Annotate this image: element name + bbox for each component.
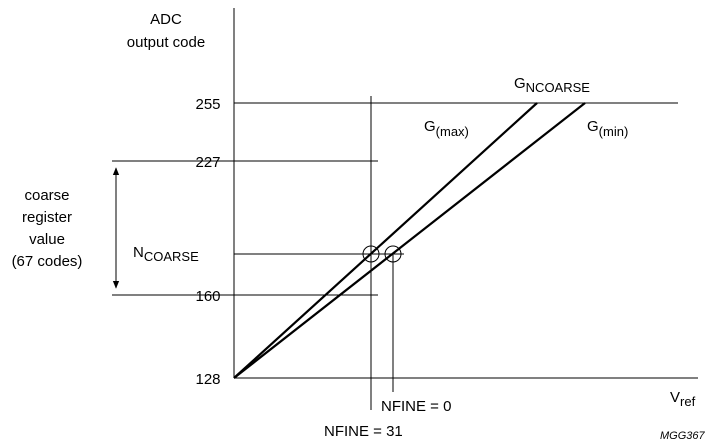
g-min-label: G(min)	[587, 118, 628, 139]
y-axis-title-line2: output code	[127, 34, 205, 51]
coarse-register-line1: coarse	[24, 187, 69, 204]
coarse-register-line2: register	[22, 209, 72, 226]
intersection-nfine-31	[362, 245, 380, 263]
coarse-register-line3: value	[29, 231, 65, 248]
n-coarse-label: NCOARSE	[133, 244, 199, 264]
nfine-31-label: NFINE = 31	[324, 423, 403, 440]
tick-255: 255	[195, 96, 220, 113]
intersection-nfine-0	[384, 245, 402, 263]
g-max-line	[233, 102, 538, 379]
figure-code: MGG367	[660, 430, 706, 442]
y-axis-title-line1: ADC	[150, 11, 182, 28]
tick-227: 227	[195, 154, 220, 171]
tick-128: 128	[195, 371, 220, 388]
g-ncoarse-label: GNCOARSE	[514, 75, 590, 95]
nfine-0-label: NFINE = 0	[381, 398, 451, 415]
g-max-label: G(max)	[424, 118, 469, 139]
x-axis-title: Vref	[670, 389, 696, 409]
tick-160: 160	[195, 288, 220, 305]
g-min-line	[233, 102, 586, 379]
coarse-register-line4: (67 codes)	[12, 253, 83, 270]
